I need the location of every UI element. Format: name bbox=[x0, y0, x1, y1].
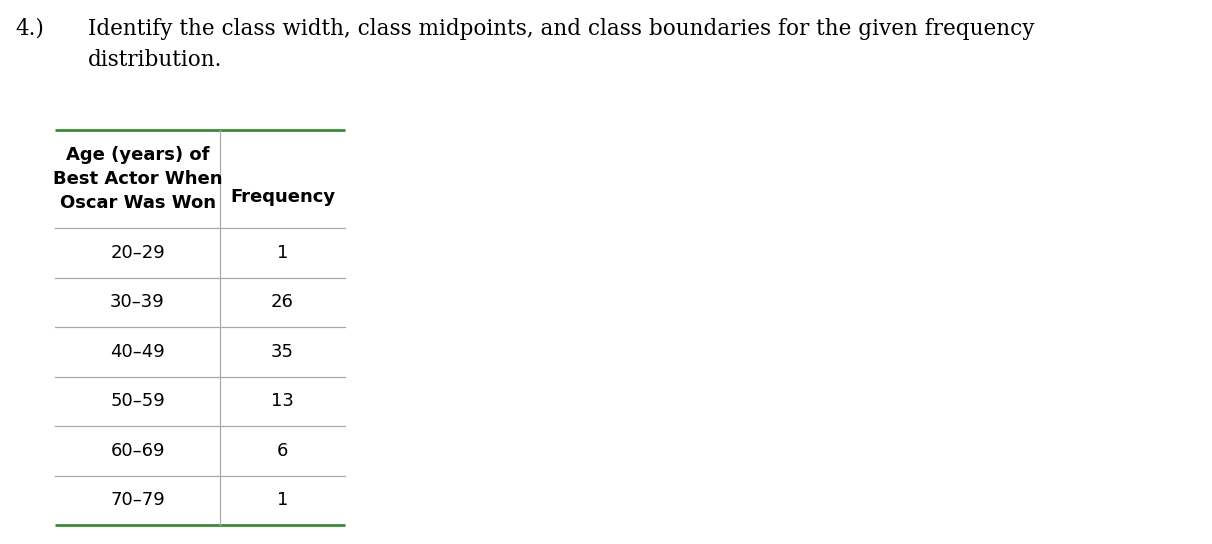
Text: 6: 6 bbox=[276, 442, 288, 460]
Text: 40–49: 40–49 bbox=[110, 343, 165, 361]
Text: 20–29: 20–29 bbox=[110, 244, 165, 262]
Text: 70–79: 70–79 bbox=[110, 491, 165, 509]
Text: 1: 1 bbox=[276, 491, 288, 509]
Text: 35: 35 bbox=[271, 343, 295, 361]
Text: 30–39: 30–39 bbox=[110, 293, 165, 311]
Text: Identify the class width, class midpoints, and class boundaries for the given fr: Identify the class width, class midpoint… bbox=[88, 18, 1035, 71]
Text: 1: 1 bbox=[276, 244, 288, 262]
Text: 26: 26 bbox=[271, 293, 295, 311]
Text: 4.): 4.) bbox=[15, 18, 44, 40]
Text: Age (years) of
Best Actor When
Oscar Was Won: Age (years) of Best Actor When Oscar Was… bbox=[53, 146, 222, 212]
Text: 50–59: 50–59 bbox=[110, 392, 165, 410]
Text: Frequency: Frequency bbox=[230, 188, 335, 206]
Text: 13: 13 bbox=[271, 392, 295, 410]
Text: 60–69: 60–69 bbox=[110, 442, 165, 460]
